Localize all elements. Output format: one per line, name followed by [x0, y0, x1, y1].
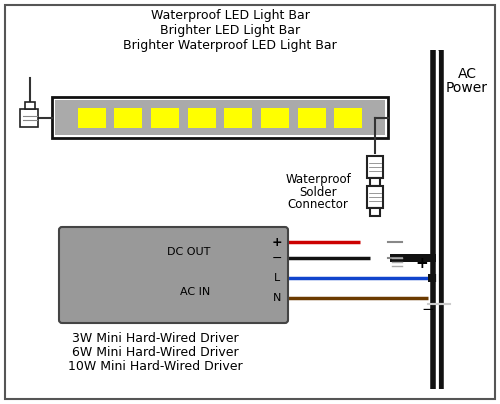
Bar: [261, 107, 289, 128]
Bar: [55, 100, 385, 135]
Bar: [114, 107, 142, 128]
FancyBboxPatch shape: [59, 227, 288, 323]
Text: Power: Power: [446, 81, 488, 95]
Text: N: N: [273, 293, 281, 303]
Bar: [428, 274, 440, 282]
Bar: [334, 107, 362, 128]
Text: L: L: [274, 273, 280, 283]
Text: DC OUT: DC OUT: [166, 247, 210, 257]
Bar: [188, 107, 216, 128]
Text: Waterproof LED Light Bar: Waterproof LED Light Bar: [150, 9, 310, 22]
Bar: [430, 50, 450, 389]
Bar: [367, 156, 383, 178]
Bar: [370, 208, 380, 216]
Bar: [25, 101, 35, 109]
Bar: [390, 254, 436, 262]
Bar: [20, 109, 38, 126]
Text: Brighter LED Light Bar: Brighter LED Light Bar: [160, 24, 300, 37]
Text: Waterproof: Waterproof: [285, 173, 351, 187]
Text: Brighter Waterproof LED Light Bar: Brighter Waterproof LED Light Bar: [123, 39, 337, 52]
Bar: [151, 107, 179, 128]
Text: Solder: Solder: [299, 185, 337, 198]
Text: 10W Mini Hard-Wired Driver: 10W Mini Hard-Wired Driver: [68, 360, 242, 373]
Text: Connector: Connector: [288, 198, 348, 210]
Bar: [78, 107, 106, 128]
Text: 3W Mini Hard-Wired Driver: 3W Mini Hard-Wired Driver: [72, 332, 238, 345]
Text: AC: AC: [458, 67, 476, 81]
Text: +: +: [272, 236, 282, 248]
Bar: [298, 107, 326, 128]
Text: −: −: [272, 252, 282, 265]
Text: 6W Mini Hard-Wired Driver: 6W Mini Hard-Wired Driver: [72, 346, 238, 359]
Bar: [367, 186, 383, 208]
Text: −: −: [422, 303, 434, 318]
Bar: [370, 178, 380, 186]
Text: AC IN: AC IN: [180, 287, 210, 297]
Text: +: +: [416, 257, 428, 271]
Bar: [52, 97, 388, 138]
Bar: [224, 107, 252, 128]
